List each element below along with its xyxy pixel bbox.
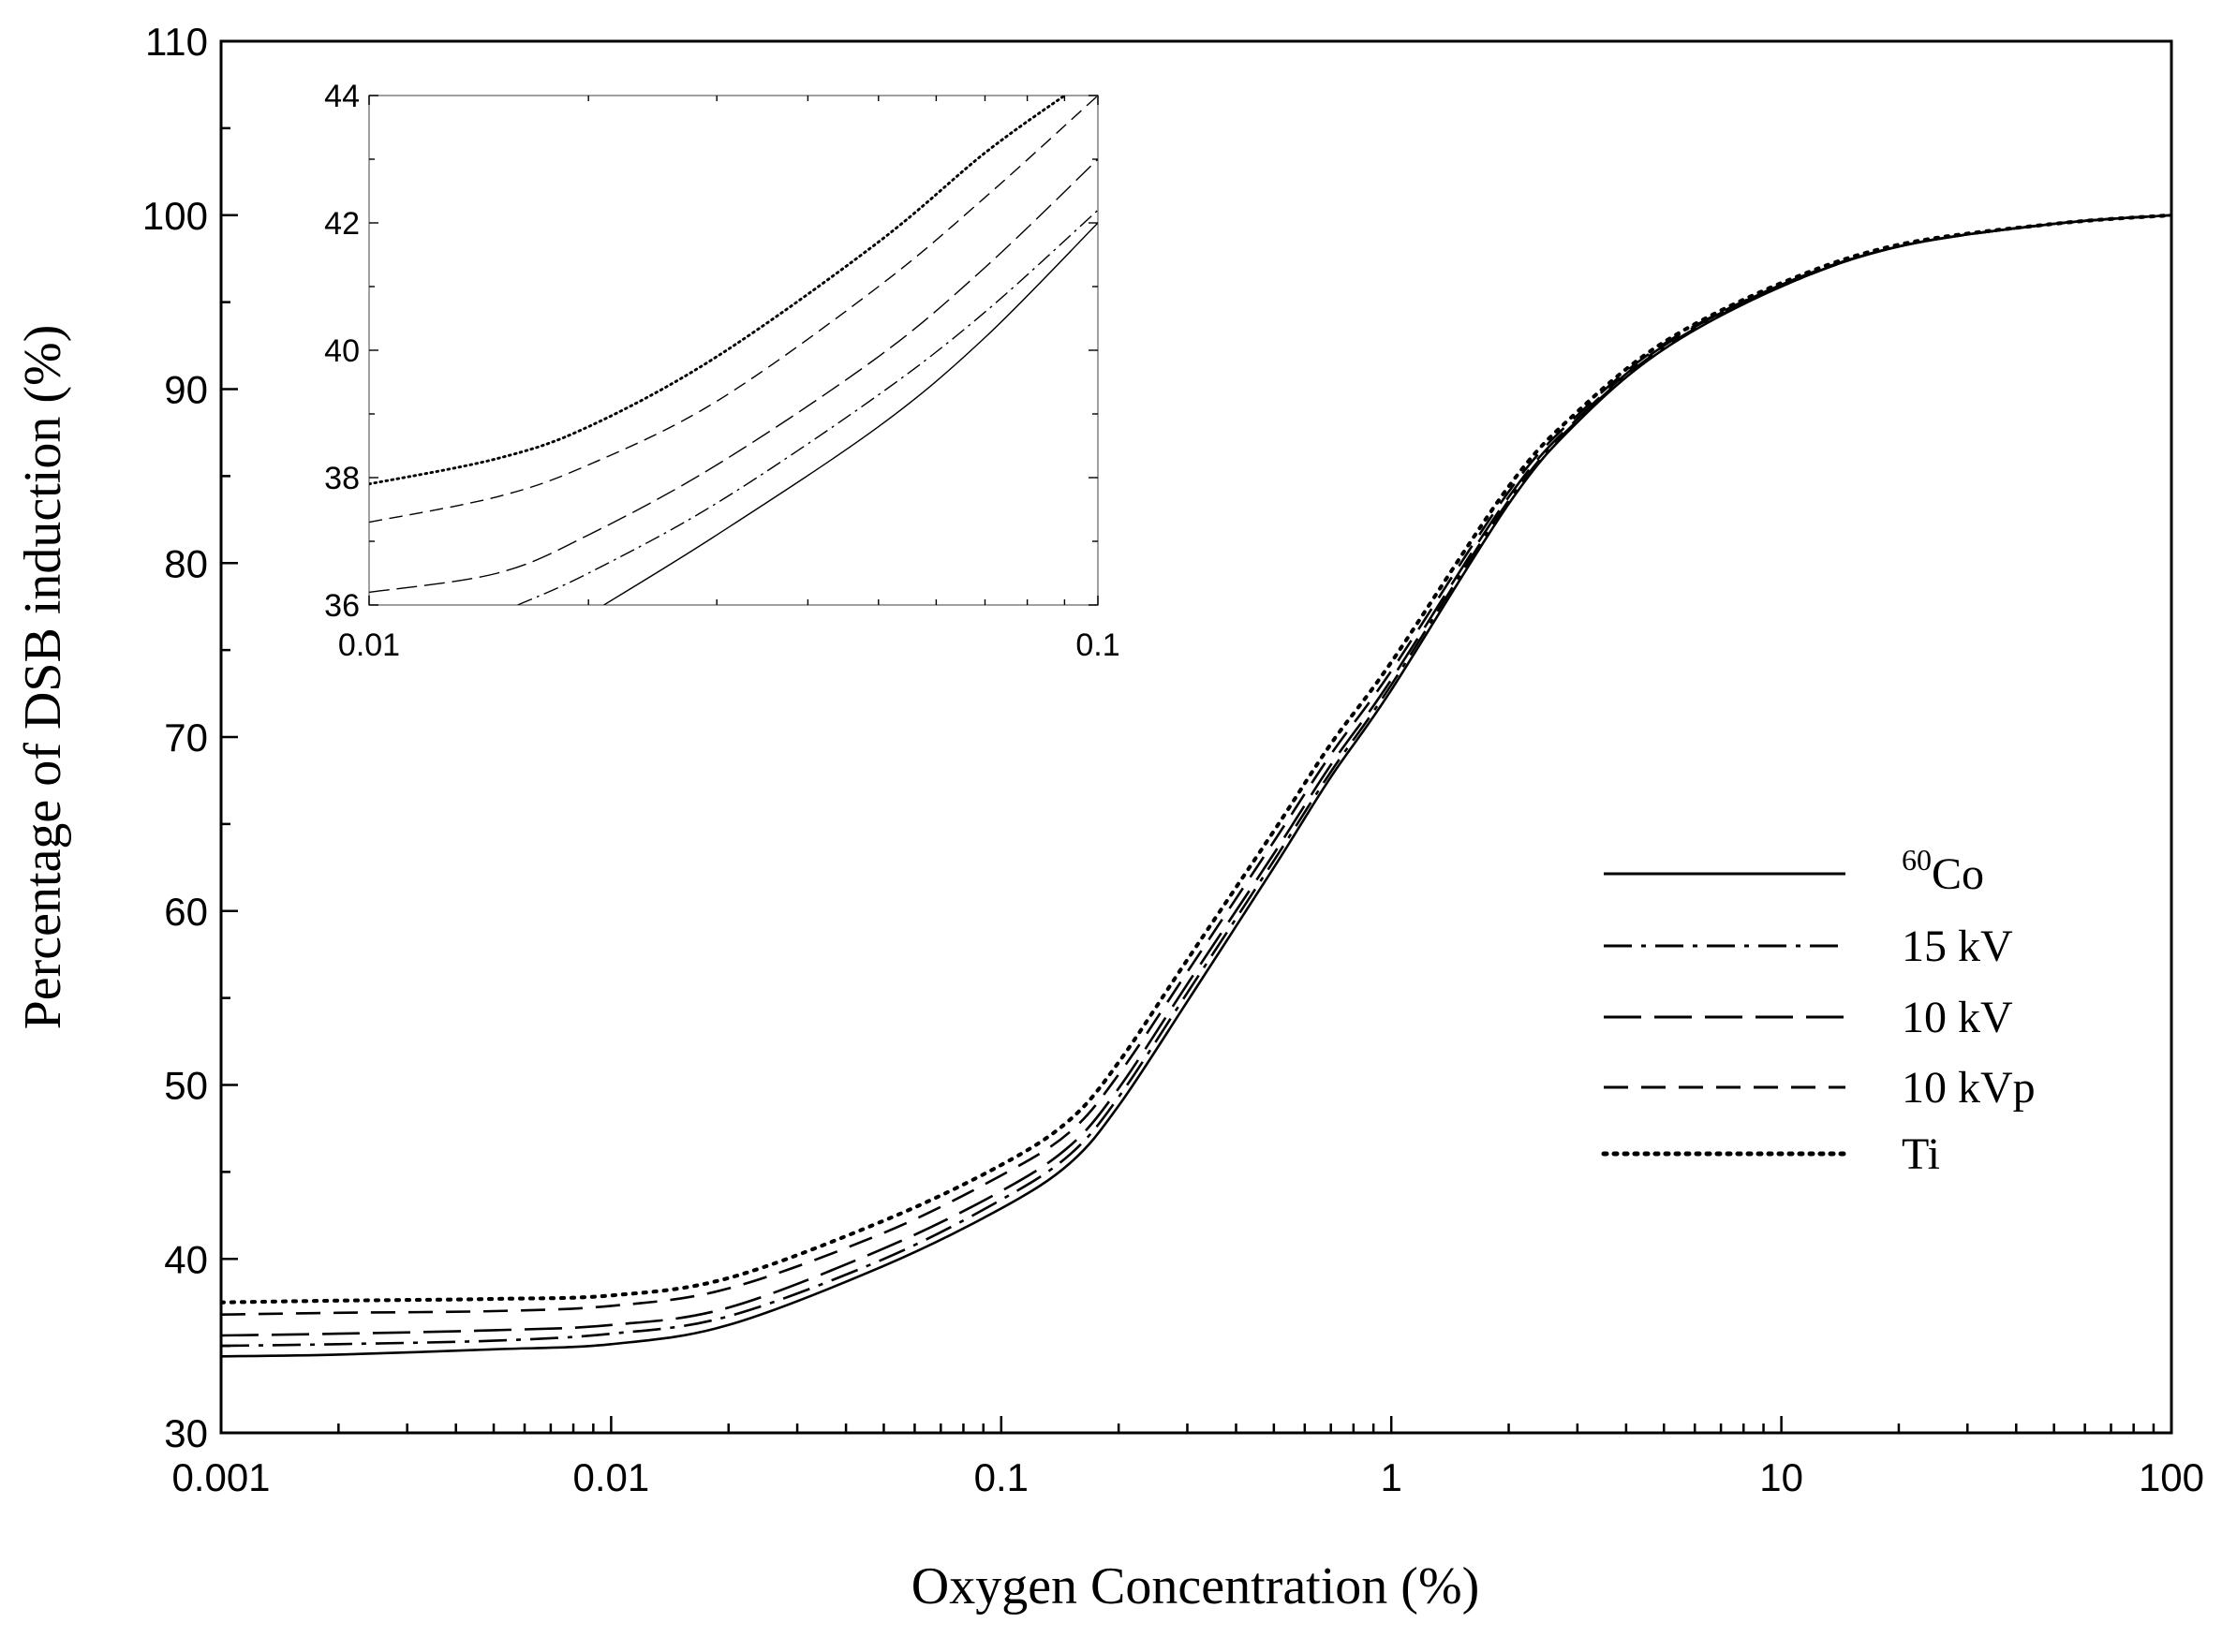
main-series-longdash-line [221, 214, 2171, 1337]
inset-series-solid-line [603, 222, 1098, 605]
legend-label: 10 kV [1902, 993, 2013, 1042]
legend-label-superscript: 60 [1902, 843, 1932, 877]
inset-y-tick-label: 38 [324, 461, 360, 496]
y-axis-title: Percentage of DSB induction (%) [14, 325, 72, 1030]
inset-series-dash-line [369, 96, 1098, 524]
inset-y-tick-label: 36 [324, 588, 360, 624]
legend-label-text: Co [1932, 849, 1984, 899]
legend: 60Co 15 kV 10 kV 10 kVp Ti [1601, 843, 2036, 1179]
main-x-tick-label: 0.001 [171, 1455, 270, 1499]
inset-frame [368, 95, 1099, 606]
legend-label: 15 kV [1902, 922, 2013, 971]
main-x-tick-label: 0.01 [573, 1455, 650, 1499]
legend-label: Ti [1902, 1129, 1940, 1179]
main-series-group [221, 213, 2171, 1358]
inset-plot: 0.01 0.1 36 38 40 42 44 [324, 79, 1119, 663]
main-y-tick-label: 110 [145, 20, 208, 64]
main-y-tick-label: 90 [164, 368, 208, 412]
inset-y-tick-label: 40 [324, 333, 360, 369]
inset-y-tick-label: 42 [324, 206, 360, 242]
main-y-tick-label: 50 [164, 1064, 208, 1108]
main-y-tick-label: 40 [164, 1237, 208, 1281]
main-x-tick-label: 100 [2139, 1455, 2204, 1499]
main-x-tick-label: 1 [1381, 1455, 1402, 1499]
main-y-tick-label: 80 [164, 541, 208, 585]
legend-label: 10 kVp [1902, 1063, 2036, 1113]
legend-label: 60Co [1902, 843, 1984, 899]
main-series-dashdot-line [221, 214, 2171, 1348]
inset-series-dashdot-line [517, 209, 1098, 605]
main-y-tick-label: 70 [164, 715, 208, 760]
main-y-tick-label: 100 [142, 194, 208, 238]
inset-x-tick-label: 0.1 [1075, 627, 1119, 663]
main-y-tick-label: 30 [164, 1411, 208, 1455]
inset-series-longdash-line [369, 158, 1098, 594]
main-x-tick-label: 0.1 [974, 1455, 1029, 1499]
inset-x-tick-label: 0.01 [338, 627, 400, 663]
inset-y-tick-label: 44 [324, 79, 360, 114]
main-series-dotted-line [221, 213, 2171, 1305]
x-axis-title: Oxygen Concentration (%) [911, 1557, 1479, 1615]
main-x-tick-label: 10 [1759, 1455, 1803, 1499]
main-y-tick-label: 60 [164, 890, 208, 934]
inset-series-dotted-line [369, 96, 1066, 486]
inset-series-group [369, 96, 1098, 605]
